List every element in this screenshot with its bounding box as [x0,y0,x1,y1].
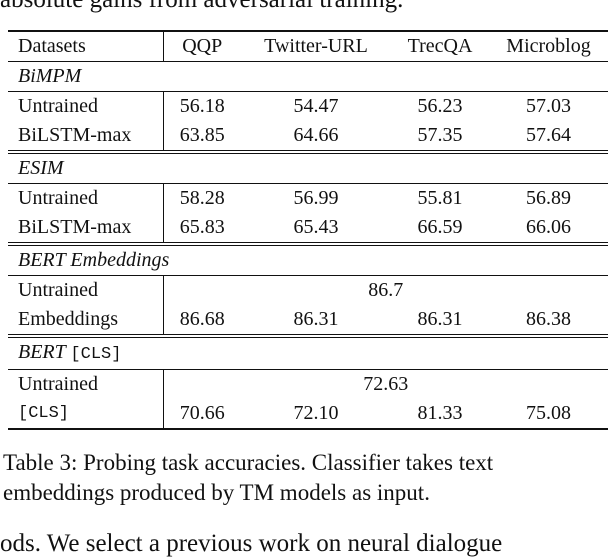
row-value: 65.83 [179,216,225,238]
row-value: 54.47 [293,95,339,117]
section-row: ESIM [8,152,608,184]
row-label: Untrained [8,275,164,305]
row-value: 57.35 [417,124,463,146]
row-label: Untrained [8,369,164,399]
row-value: 81.33 [417,402,463,424]
row-value: 65.43 [293,216,339,238]
row-label: BiLSTM-max [8,121,164,152]
header-dataset: Microblog [506,35,591,57]
table-header-row: Datasets QQP Twitter-URL TrecQA Microblog [8,31,608,62]
row-value: 64.66 [293,124,339,146]
row-value: 57.03 [526,95,571,117]
following-text-fragment: ods. We select a previous work on neural… [0,530,503,557]
preceding-text-fragment: absolute gains from adversarial training… [0,0,608,14]
section-row: BERT [CLS] [8,336,608,370]
table-row: Embeddings 86.68 86.31 86.31 86.38 [8,305,608,336]
table-row: Untrained 58.28 56.99 55.81 56.89 [8,183,608,213]
row-value: 58.28 [179,187,225,209]
row-label: Embeddings [8,305,164,336]
section-row: BiMPM [8,61,608,92]
section-title: BERT [CLS] [8,336,608,370]
header-dataset: TrecQA [407,35,473,57]
row-value: 56.99 [293,187,339,209]
section-name: BERT Embeddings [18,249,170,271]
row-value: 70.66 [179,402,225,424]
section-row: BERT Embeddings [8,244,608,276]
row-label: Untrained [8,183,164,213]
header-dataset: QQP [182,35,223,57]
section-title: BiMPM [8,62,608,92]
caption-line-2: embeddings produced by TM models as inpu… [3,480,430,505]
row-value: 56.18 [179,95,225,117]
row-value: 55.81 [417,187,463,209]
row-label: [CLS] [8,399,164,429]
row-value: 63.85 [179,124,225,146]
row-value: 56.23 [417,95,463,117]
row-value: 66.06 [526,216,571,238]
section-name: ESIM [18,157,64,179]
row-label: Untrained [8,91,164,121]
section-title: ESIM [8,152,608,184]
section-name: BiMPM [18,65,82,87]
row-label: BiLSTM-max [8,213,164,244]
table-row: Untrained 72.63 [8,369,608,399]
row-value: 86.38 [526,308,571,330]
row-value: 56.89 [526,187,571,209]
results-table: Datasets QQP Twitter-URL TrecQA Microblog BiM… [8,30,608,430]
row-value: 86.31 [293,308,339,330]
accuracy-table: Datasets QQP Twitter-URL TrecQA Microblog BiM… [8,30,608,430]
row-value: 72.10 [293,402,339,424]
table-row: BiLSTM-max 63.85 64.66 57.35 57.64 [8,121,608,152]
row-value-span: 86.7 [368,279,404,301]
row-value: 57.64 [526,124,571,146]
row-value: 86.31 [417,308,463,330]
section-name: BERT [18,341,66,363]
header-dataset: Twitter-URL [264,35,368,57]
table-row: Untrained 56.18 54.47 56.23 57.03 [8,91,608,121]
table-row: Untrained 86.7 [8,275,608,305]
row-value: 86.68 [179,308,225,330]
caption-line-1: Table 3: Probing task accuracies. Classi… [3,450,494,475]
table-row: BiLSTM-max 65.83 65.43 66.59 66.06 [8,213,608,244]
table-caption: Table 3: Probing task accuracies. Classi… [3,448,607,508]
row-value: 66.59 [417,216,463,238]
section-name-token: [CLS] [70,345,122,364]
section-title: BERT Embeddings [8,244,608,276]
header-datasets: Datasets [8,31,164,62]
row-value-span: 72.63 [363,373,409,395]
row-value: 75.08 [526,402,571,424]
table-row: [CLS] 70.66 72.10 81.33 75.08 [8,399,608,429]
